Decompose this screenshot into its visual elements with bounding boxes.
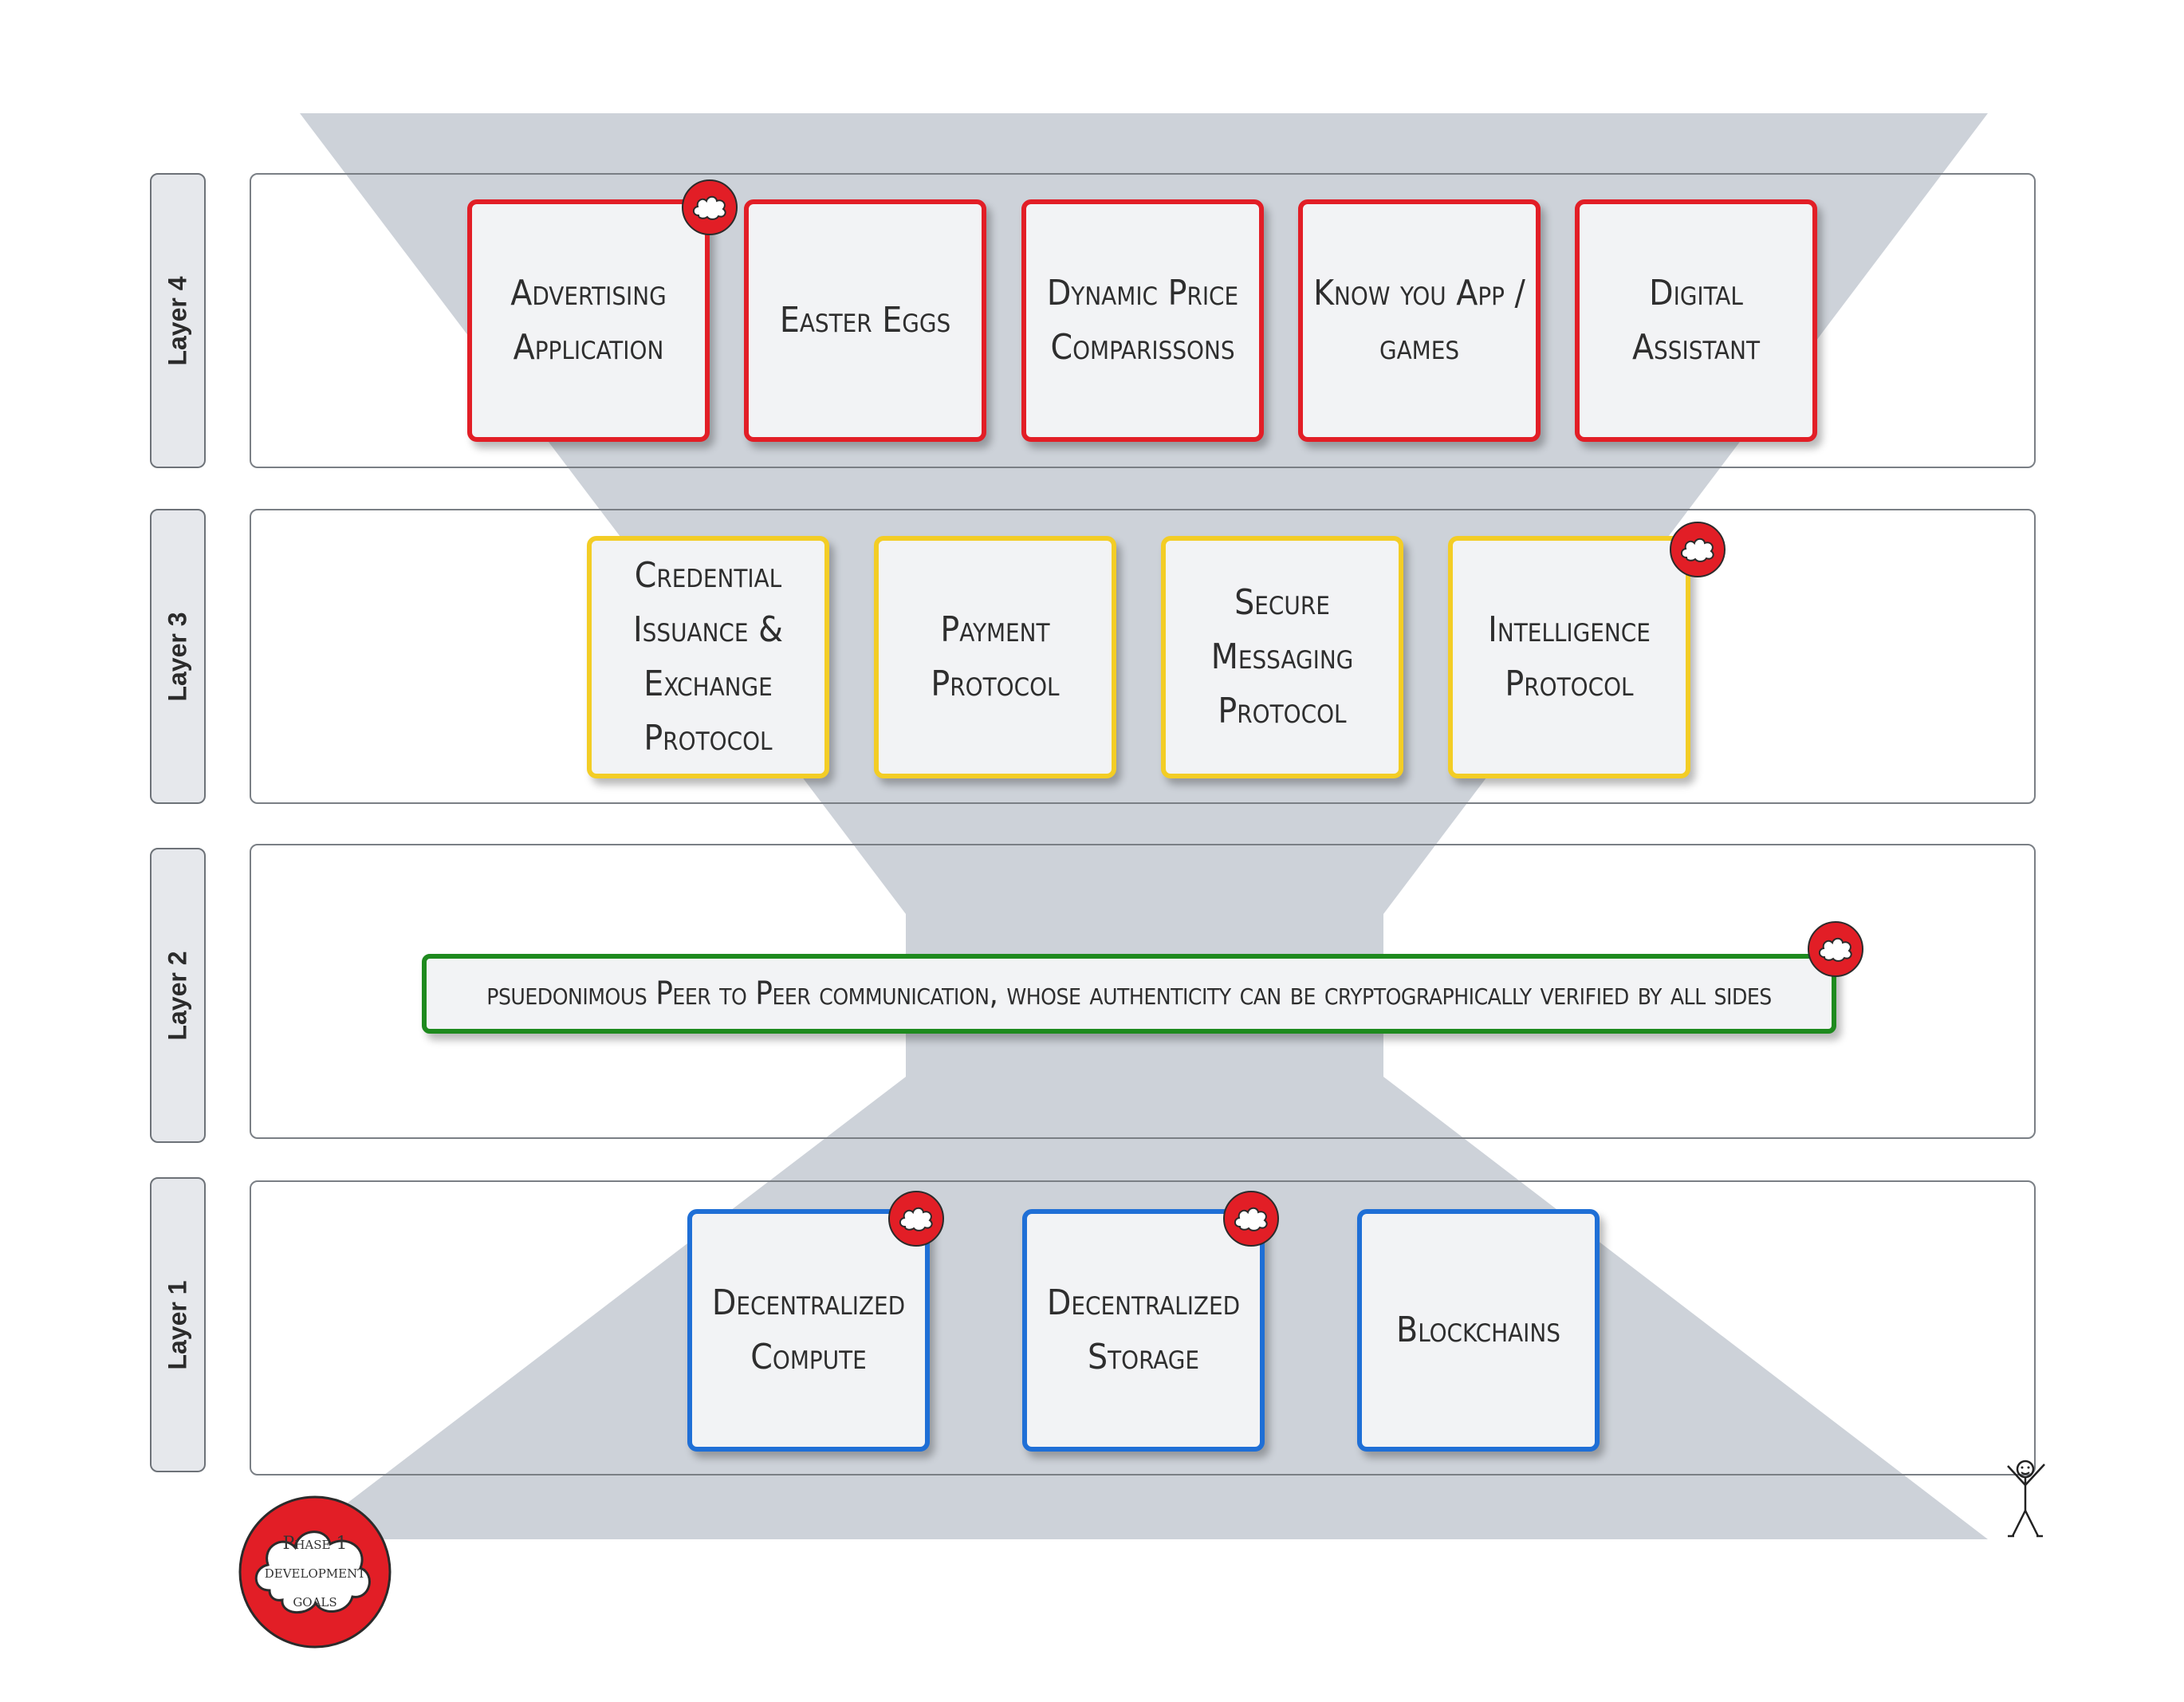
phase-1-cloud-icon — [1670, 522, 1726, 577]
layer-1-tab: Layer 1 — [150, 1177, 206, 1472]
card-decentralized-storage: Decentralized Storage — [1022, 1209, 1265, 1452]
card-payment-protocol: Payment Protocol — [874, 536, 1116, 778]
layer-4-tab: Layer 4 — [150, 173, 206, 468]
layer-2-tab: Layer 2 — [150, 848, 206, 1143]
card-label: Secure Messaging Protocol — [1210, 582, 1354, 731]
card-decentralized-compute: Decentralized Compute — [687, 1209, 930, 1452]
stick-figure-icon — [2007, 1460, 2045, 1538]
card-p2p-communication: psuedonimous Peer to Peer communication,… — [422, 954, 1836, 1034]
card-easter-eggs: Easter Eggs — [744, 199, 986, 442]
phase-1-cloud-icon — [1223, 1191, 1279, 1247]
layer-4-row — [250, 173, 2036, 468]
card-dynamic-price-comparissons: Dynamic Price Comparissons — [1021, 199, 1264, 442]
card-label: Dynamic Price Comparissons — [1046, 273, 1239, 368]
layer-1-row — [250, 1180, 2036, 1475]
card-digital-assistant: Digital Assistant — [1575, 199, 1817, 442]
card-label: Advertising Application — [510, 273, 667, 368]
phase-1-cloud-icon — [888, 1191, 944, 1247]
card-label: Intelligence Protocol — [1488, 609, 1651, 704]
card-credential-issuance: Credential Issuance & Exchange Protocol — [587, 536, 829, 778]
card-label: Blockchains — [1396, 1310, 1560, 1350]
legend-label: Phase 1 development goals — [264, 1534, 366, 1611]
card-label: Know you App / games — [1313, 273, 1525, 368]
card-label: Credential Issuance & Exchange Protocol — [633, 555, 783, 758]
phase-1-cloud-icon — [682, 179, 738, 235]
layer-4-label: Layer 4 — [163, 275, 192, 366]
layer-3-label: Layer 3 — [163, 611, 192, 702]
card-label: Decentralized Compute — [711, 1282, 906, 1377]
card-label: psuedonimous Peer to Peer communication,… — [486, 975, 1772, 1012]
layer-3-row — [250, 509, 2036, 804]
card-secure-messaging-protocol: Secure Messaging Protocol — [1161, 536, 1403, 778]
card-intelligence-protocol: Intelligence Protocol — [1448, 536, 1690, 778]
layer-1-label: Layer 1 — [163, 1279, 192, 1370]
card-label: Payment Protocol — [931, 609, 1060, 704]
layer-2-label: Layer 2 — [163, 950, 192, 1041]
layer-3-tab: Layer 3 — [150, 509, 206, 804]
layer-2-row — [250, 844, 2036, 1139]
phase-1-cloud-icon — [1808, 921, 1863, 977]
card-advertising-application: Advertising Application — [467, 199, 710, 442]
card-label: Easter Eggs — [779, 300, 951, 341]
card-label: Decentralized Storage — [1046, 1282, 1241, 1377]
card-label: Digital Assistant — [1631, 273, 1760, 368]
funnel-shape — [300, 113, 1988, 1539]
card-know-you-app-games: Know you App / games — [1298, 199, 1541, 442]
legend-cloud-icon — [238, 1495, 392, 1649]
card-blockchains: Blockchains — [1357, 1209, 1600, 1452]
